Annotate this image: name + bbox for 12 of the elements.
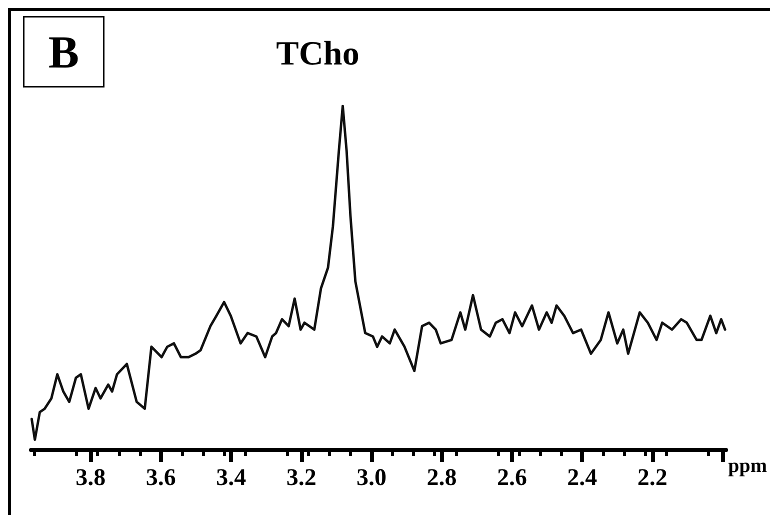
x-tick-label: 2.2 xyxy=(637,465,668,491)
annotation: TCho xyxy=(276,36,360,72)
text: B xyxy=(48,26,80,78)
x-tick-label: 3.4 xyxy=(216,465,246,491)
x-tick-label: 2.6 xyxy=(496,465,527,491)
x-tick-label: 3.2 xyxy=(286,465,316,491)
x-tick-label: 3.8 xyxy=(76,465,106,491)
x-tick-label: 3.0 xyxy=(356,465,387,491)
x-tick-label: 2.4 xyxy=(567,465,598,491)
x-axis-title: ppm xyxy=(728,455,768,477)
x-tick-label: 3.6 xyxy=(146,465,176,491)
x-tick-label: 2.8 xyxy=(426,465,457,491)
